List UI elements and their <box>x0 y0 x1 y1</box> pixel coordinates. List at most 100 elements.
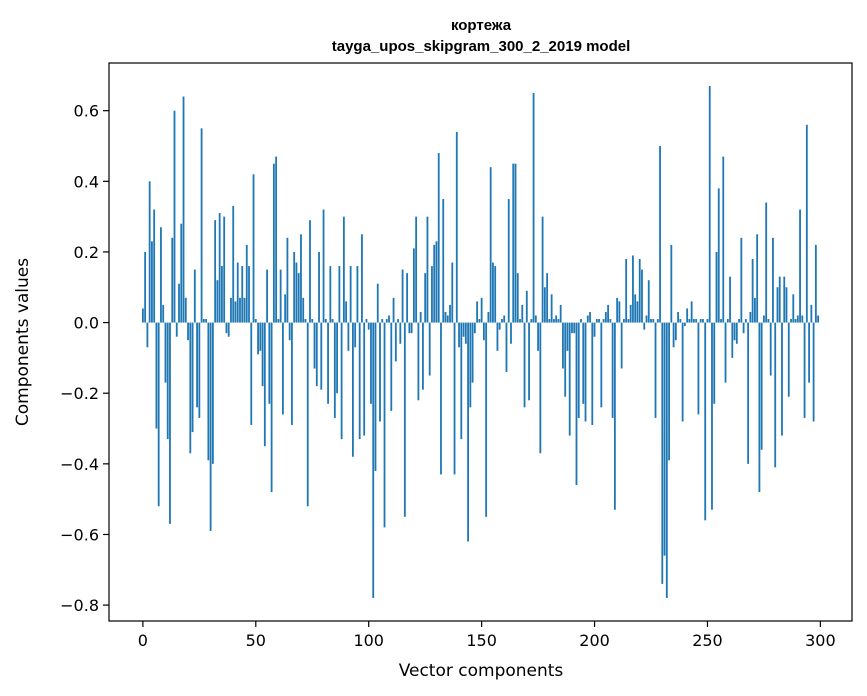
bar <box>724 322 727 383</box>
bar <box>498 322 501 330</box>
bar <box>261 322 264 387</box>
bar <box>747 322 750 464</box>
bar <box>180 223 183 323</box>
plot-frame <box>108 62 853 622</box>
bar <box>431 266 433 323</box>
bar <box>442 198 445 323</box>
bar <box>501 319 503 323</box>
bar <box>783 276 786 323</box>
bar <box>198 322 201 418</box>
bar <box>805 124 808 323</box>
bar <box>528 322 530 401</box>
bar <box>812 322 815 422</box>
bar <box>257 322 259 355</box>
bar <box>302 297 305 323</box>
bar <box>207 322 210 461</box>
bar <box>690 301 693 323</box>
bar <box>471 322 474 383</box>
bar <box>704 322 707 521</box>
bar <box>329 266 332 323</box>
bar <box>706 319 709 323</box>
chart-title: кортежа <box>451 17 512 34</box>
bar <box>738 319 740 323</box>
bar <box>519 319 521 323</box>
bar <box>381 319 384 323</box>
bar <box>437 153 440 323</box>
bar <box>187 322 189 341</box>
bar <box>189 322 192 454</box>
bar <box>665 322 668 599</box>
bar <box>702 319 704 323</box>
bar <box>178 283 180 323</box>
bar <box>169 322 171 524</box>
bar <box>383 322 386 528</box>
bar <box>539 322 542 454</box>
bar <box>236 262 239 323</box>
bar <box>410 322 413 334</box>
bar <box>370 322 372 404</box>
bar <box>390 322 393 411</box>
bar <box>171 237 174 323</box>
bar <box>288 322 291 341</box>
bar <box>250 322 253 425</box>
bar <box>817 315 820 323</box>
bar <box>494 266 497 323</box>
bar <box>641 269 643 323</box>
bar <box>155 322 158 429</box>
x-tick-label: 300 <box>805 631 836 650</box>
bar <box>634 294 637 323</box>
bar <box>652 319 655 323</box>
bar <box>153 209 156 323</box>
bar <box>435 241 438 323</box>
bar <box>760 322 763 450</box>
bar <box>412 248 415 323</box>
bar <box>756 234 759 323</box>
bar <box>763 315 765 323</box>
bar <box>272 163 275 323</box>
bar <box>193 269 196 323</box>
bar <box>453 322 456 475</box>
bar <box>313 322 316 369</box>
bar <box>392 297 395 323</box>
bar <box>638 259 641 323</box>
bar <box>449 304 451 323</box>
bar <box>571 322 573 334</box>
y-tick-label: −0.8 <box>60 596 99 615</box>
bar <box>460 322 463 440</box>
bar <box>774 322 777 468</box>
y-tick-label: −0.6 <box>60 525 99 544</box>
bar <box>794 319 797 323</box>
bar <box>808 322 810 383</box>
bar <box>584 322 587 422</box>
bar <box>645 315 648 323</box>
bar <box>604 311 607 323</box>
bar <box>209 322 212 531</box>
bar <box>200 128 203 323</box>
bar <box>650 319 652 323</box>
y-tick-label: 0.0 <box>74 314 99 333</box>
bar <box>214 220 217 323</box>
bar <box>505 322 508 373</box>
bar <box>668 322 670 461</box>
bar <box>433 244 436 323</box>
bar <box>618 301 621 323</box>
bar <box>713 322 716 404</box>
bar <box>573 322 576 334</box>
bar <box>607 304 609 323</box>
bar <box>677 311 680 323</box>
bar <box>151 241 153 323</box>
bar <box>239 297 241 323</box>
bar <box>580 319 582 323</box>
bar <box>715 251 718 323</box>
bar <box>720 319 722 323</box>
y-tick-label: −0.2 <box>60 384 99 403</box>
bar <box>507 198 510 323</box>
bar <box>338 266 341 323</box>
bar <box>765 202 768 323</box>
bar <box>365 319 368 323</box>
x-axis-ticks: 0 50 100 150 200 250 300 <box>138 621 836 650</box>
bar <box>397 319 399 323</box>
bar <box>424 273 427 323</box>
bar <box>482 322 485 341</box>
bar <box>293 251 296 323</box>
